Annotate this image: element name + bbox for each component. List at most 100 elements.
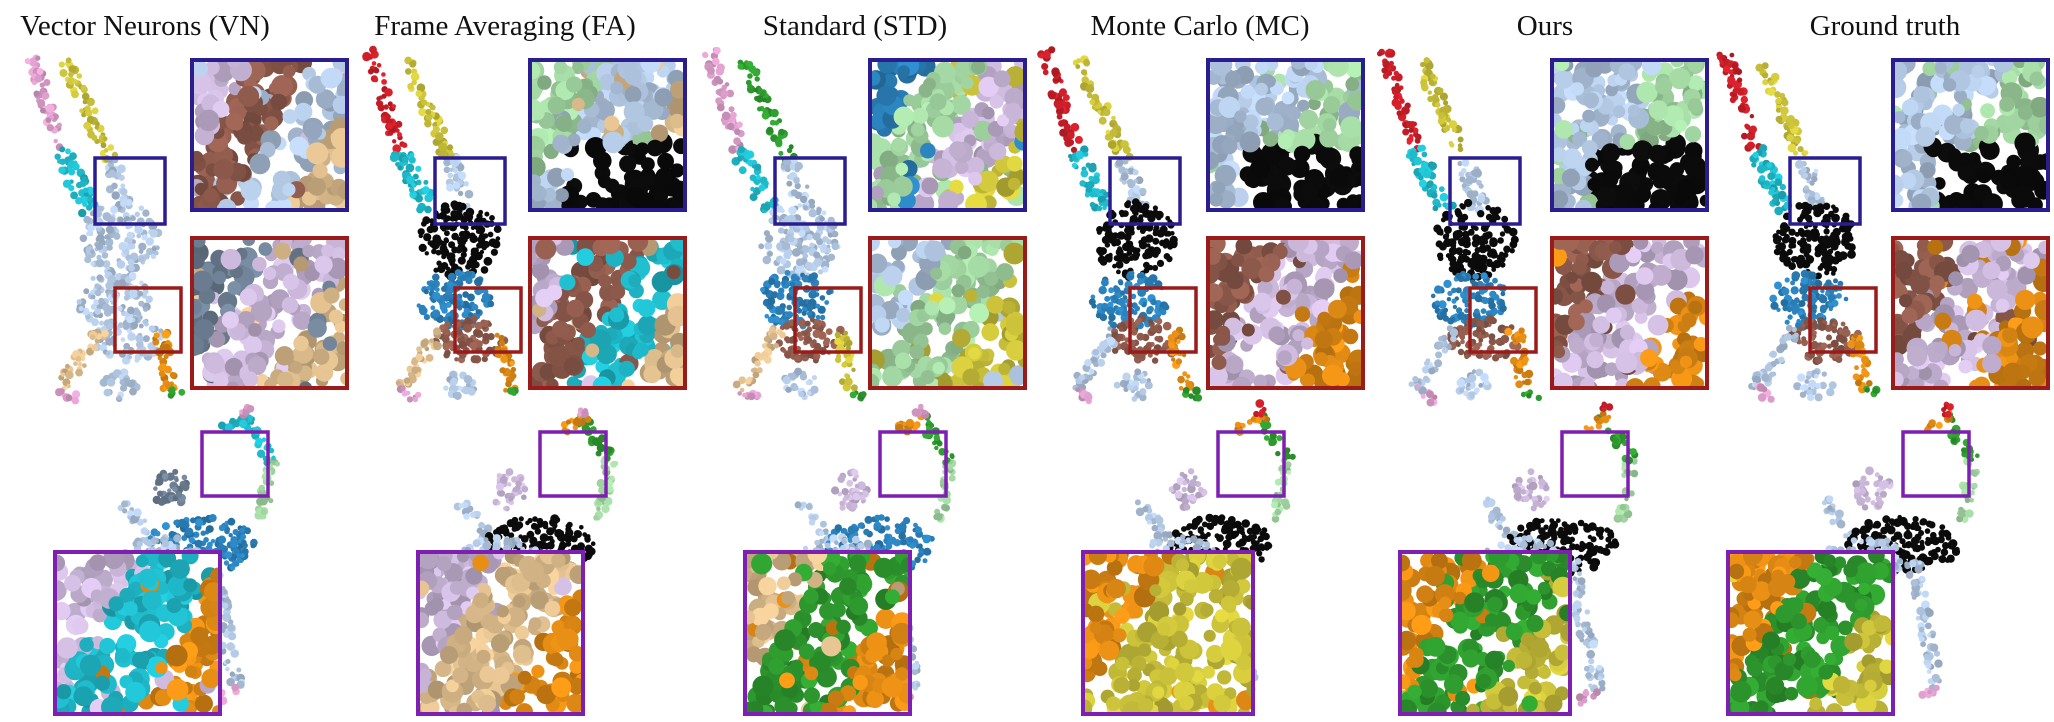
arm-segment [1822, 495, 1859, 542]
hand-segment [167, 386, 186, 399]
hand-segment [737, 389, 762, 401]
leg-segment [1377, 48, 1422, 153]
zoom-inset-blue [1891, 58, 2050, 212]
zoom-region-red [793, 286, 863, 354]
leg-segment [1716, 51, 1763, 152]
torso-segment [758, 201, 841, 281]
arm-segment [152, 328, 178, 393]
column-title-vn: Vector Neurons (VN) [20, 10, 270, 42]
head-segment [152, 468, 190, 507]
head-segment [1168, 468, 1208, 511]
zoom-region-purple [1901, 430, 1971, 498]
foot-segment [1918, 684, 1940, 699]
zoom-inset-purple [1081, 550, 1255, 716]
arm-segment [834, 330, 858, 392]
foot-segment [1599, 401, 1614, 412]
leg-segment [1595, 414, 1639, 465]
leg-segment [702, 46, 745, 154]
leg-segment [404, 56, 461, 162]
foot-segment [577, 407, 589, 418]
zoom-inset-red [190, 236, 349, 390]
foot-segment [911, 403, 930, 419]
hand-segment [506, 386, 519, 396]
zoom-region-red [1128, 286, 1198, 354]
zoom-inset-blue [528, 58, 687, 212]
leg-segment [1583, 410, 1612, 434]
zoom-inset-red [1206, 236, 1365, 390]
hand-segment [1863, 385, 1881, 398]
zoom-region-blue [1788, 156, 1862, 226]
hand-segment [849, 390, 867, 402]
leg-segment [1037, 46, 1083, 153]
leg-segment [1420, 57, 1464, 153]
arm-segment [395, 327, 442, 393]
zoom-region-blue [773, 156, 847, 226]
zoom-inset-purple [1398, 550, 1572, 716]
foot-segment [239, 403, 255, 419]
hand-segment [1075, 387, 1093, 405]
zoom-inset-red [528, 236, 687, 390]
zoom-inset-red [1891, 236, 2050, 390]
head-segment [781, 367, 819, 401]
zoom-region-purple [1216, 430, 1286, 498]
zoom-inset-blue [1206, 58, 1365, 212]
head-segment [99, 368, 141, 402]
torso-segment [79, 200, 163, 282]
leg-segment [1566, 558, 1606, 693]
handstand-figure-6 [1716, 51, 1881, 403]
torso-segment [1772, 201, 1856, 280]
zoom-region-purple [200, 430, 270, 498]
zoom-region-red [1808, 286, 1878, 354]
arm-segment [1072, 326, 1119, 392]
arm-segment [1134, 499, 1174, 542]
column-title-mc: Monte Carlo (MC) [1090, 10, 1310, 42]
head-segment [831, 468, 871, 512]
thigh-segment [389, 150, 435, 214]
zoom-region-blue [93, 156, 167, 226]
column-title-std: Standard (STD) [762, 10, 948, 42]
foot-segment [1575, 688, 1601, 707]
zoom-region-blue [1108, 156, 1182, 226]
zoom-region-purple [538, 430, 608, 498]
arm-segment [732, 324, 786, 393]
torso-segment [1096, 198, 1178, 282]
zoom-inset-red [868, 236, 1027, 390]
zoom-region-red [113, 286, 183, 354]
arm-segment [1847, 333, 1873, 394]
zoom-inset-red [1550, 236, 1709, 390]
torso-segment [1433, 198, 1519, 282]
handstand-figure-1 [24, 54, 186, 405]
zoom-region-red [453, 286, 523, 354]
zoom-inset-purple [743, 550, 912, 716]
head-segment [1113, 368, 1153, 402]
leg-segment [362, 45, 408, 153]
head-segment [492, 468, 529, 512]
thigh-segment [1405, 144, 1457, 212]
zoom-region-purple [878, 430, 948, 498]
head-segment [1455, 368, 1492, 401]
leg-segment [737, 59, 798, 164]
thigh-segment [1749, 144, 1793, 216]
thigh-segment [1068, 145, 1111, 212]
thigh-segment [443, 154, 474, 215]
arm-segment [117, 500, 155, 546]
thigh-segment [54, 146, 99, 218]
zoom-region-purple [1560, 430, 1630, 498]
leg-segment [1072, 55, 1134, 161]
arm-segment [1167, 326, 1195, 392]
leg-segment [58, 57, 118, 164]
shoulder-segment [1447, 314, 1522, 362]
leg-segment [1755, 62, 1809, 157]
hand-segment [1415, 384, 1438, 407]
zoom-inset-blue [868, 58, 1027, 212]
head-segment [443, 370, 478, 400]
foot-segment [1941, 401, 1954, 418]
arm-segment [1482, 496, 1520, 540]
zoom-region-blue [1448, 156, 1522, 226]
leg-segment [218, 414, 255, 432]
zoom-region-red [1468, 286, 1538, 354]
thigh-segment [731, 146, 779, 214]
thigh-segment [1795, 159, 1826, 211]
